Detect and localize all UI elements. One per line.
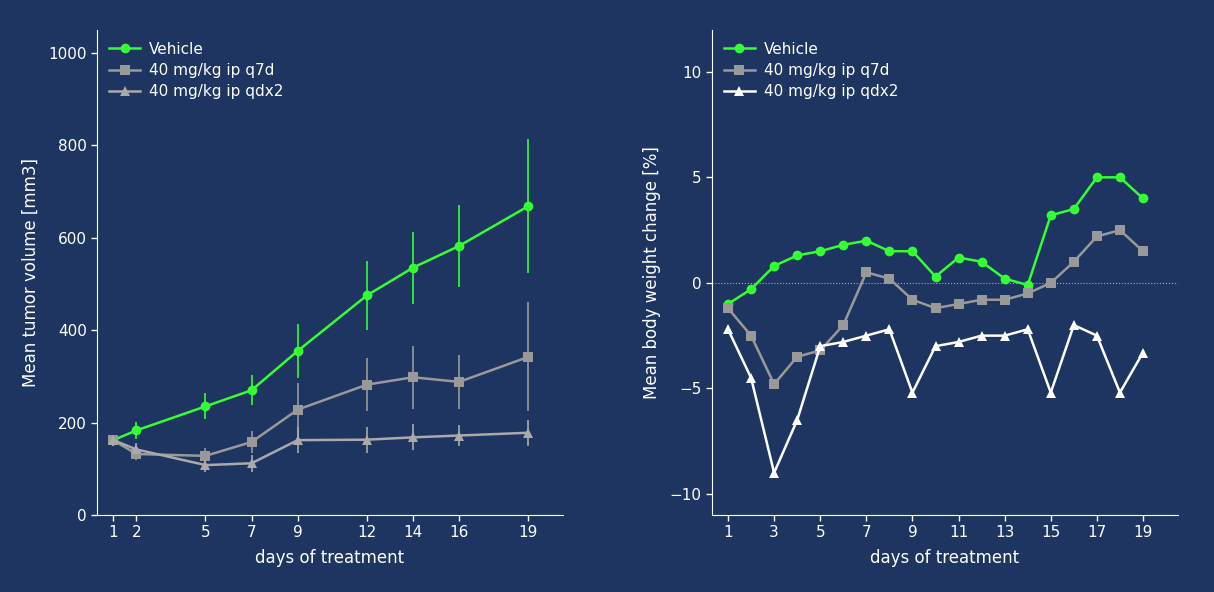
40 mg/kg ip q7d [998, 296, 1012, 303]
40 mg/kg ip q7d [929, 305, 943, 312]
Vehicle [1044, 212, 1059, 219]
40 mg/kg ip qdx2 [744, 374, 759, 381]
40 mg/kg ip q7d [744, 332, 759, 339]
40 mg/kg ip qdx2 [906, 389, 920, 396]
Vehicle [1067, 205, 1082, 213]
40 mg/kg ip qdx2 [1090, 332, 1105, 339]
Vehicle [1113, 174, 1128, 181]
Legend: Vehicle, 40 mg/kg ip q7d, 40 mg/kg ip qdx2: Vehicle, 40 mg/kg ip q7d, 40 mg/kg ip qd… [104, 37, 288, 104]
40 mg/kg ip q7d [813, 347, 828, 354]
Vehicle [1090, 174, 1105, 181]
40 mg/kg ip q7d [767, 381, 782, 388]
40 mg/kg ip qdx2 [929, 343, 943, 350]
Vehicle [767, 262, 782, 269]
Vehicle [860, 237, 874, 244]
40 mg/kg ip q7d [1113, 227, 1128, 234]
40 mg/kg ip qdx2 [1021, 326, 1036, 333]
40 mg/kg ip qdx2 [952, 339, 966, 346]
Legend: Vehicle, 40 mg/kg ip q7d, 40 mg/kg ip qdx2: Vehicle, 40 mg/kg ip q7d, 40 mg/kg ip qd… [720, 37, 903, 104]
Vehicle [998, 275, 1012, 282]
Vehicle [883, 247, 897, 255]
40 mg/kg ip q7d [1021, 290, 1036, 297]
40 mg/kg ip qdx2 [998, 332, 1012, 339]
40 mg/kg ip qdx2 [1067, 321, 1082, 329]
Y-axis label: Mean body weight change [%]: Mean body weight change [%] [643, 146, 662, 399]
40 mg/kg ip q7d [860, 269, 874, 276]
Vehicle [1021, 281, 1036, 288]
40 mg/kg ip q7d [952, 300, 966, 307]
Vehicle [744, 286, 759, 293]
40 mg/kg ip q7d [1044, 279, 1059, 287]
Line: 40 mg/kg ip q7d: 40 mg/kg ip q7d [724, 225, 1148, 389]
Vehicle [952, 254, 966, 261]
40 mg/kg ip qdx2 [883, 326, 897, 333]
40 mg/kg ip q7d [975, 296, 989, 303]
X-axis label: days of treatment: days of treatment [870, 549, 1020, 567]
X-axis label: days of treatment: days of treatment [255, 549, 404, 567]
Vehicle [929, 273, 943, 280]
40 mg/kg ip qdx2 [836, 339, 851, 346]
Vehicle [1136, 195, 1151, 202]
40 mg/kg ip qdx2 [790, 417, 805, 424]
Y-axis label: Mean tumor volume [mm3]: Mean tumor volume [mm3] [22, 158, 40, 387]
40 mg/kg ip q7d [906, 296, 920, 303]
Line: 40 mg/kg ip qdx2: 40 mg/kg ip qdx2 [724, 320, 1148, 478]
40 mg/kg ip q7d [721, 305, 736, 312]
40 mg/kg ip q7d [1090, 233, 1105, 240]
40 mg/kg ip qdx2 [1044, 389, 1059, 396]
40 mg/kg ip q7d [1136, 247, 1151, 255]
40 mg/kg ip q7d [790, 353, 805, 361]
Vehicle [813, 247, 828, 255]
40 mg/kg ip q7d [836, 321, 851, 329]
Vehicle [721, 300, 736, 307]
Line: Vehicle: Vehicle [724, 172, 1148, 309]
40 mg/kg ip qdx2 [721, 326, 736, 333]
40 mg/kg ip qdx2 [767, 469, 782, 477]
Vehicle [975, 258, 989, 265]
40 mg/kg ip q7d [1067, 258, 1082, 265]
40 mg/kg ip q7d [883, 275, 897, 282]
40 mg/kg ip qdx2 [975, 332, 989, 339]
Vehicle [836, 242, 851, 249]
40 mg/kg ip qdx2 [813, 343, 828, 350]
40 mg/kg ip qdx2 [1113, 389, 1128, 396]
Vehicle [790, 252, 805, 259]
Vehicle [906, 247, 920, 255]
40 mg/kg ip qdx2 [860, 332, 874, 339]
40 mg/kg ip qdx2 [1136, 349, 1151, 356]
